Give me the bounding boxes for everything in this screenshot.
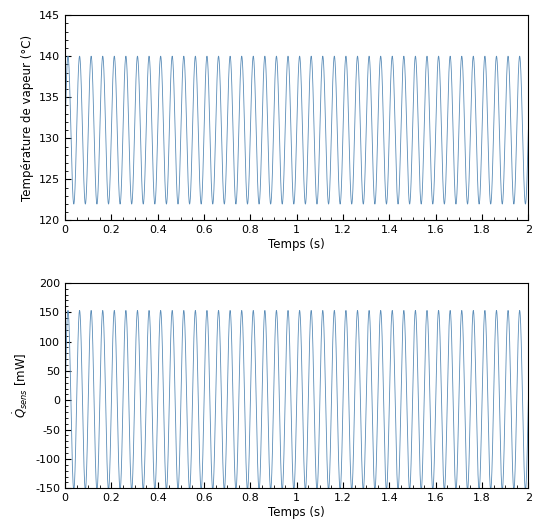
- X-axis label: Temps (s): Temps (s): [268, 506, 325, 519]
- Y-axis label: $\dot{Q}_{sens}$ [mW]: $\dot{Q}_{sens}$ [mW]: [11, 353, 30, 418]
- X-axis label: Temps (s): Temps (s): [268, 238, 325, 251]
- Y-axis label: Température de vapeur (°C): Température de vapeur (°C): [21, 35, 34, 201]
